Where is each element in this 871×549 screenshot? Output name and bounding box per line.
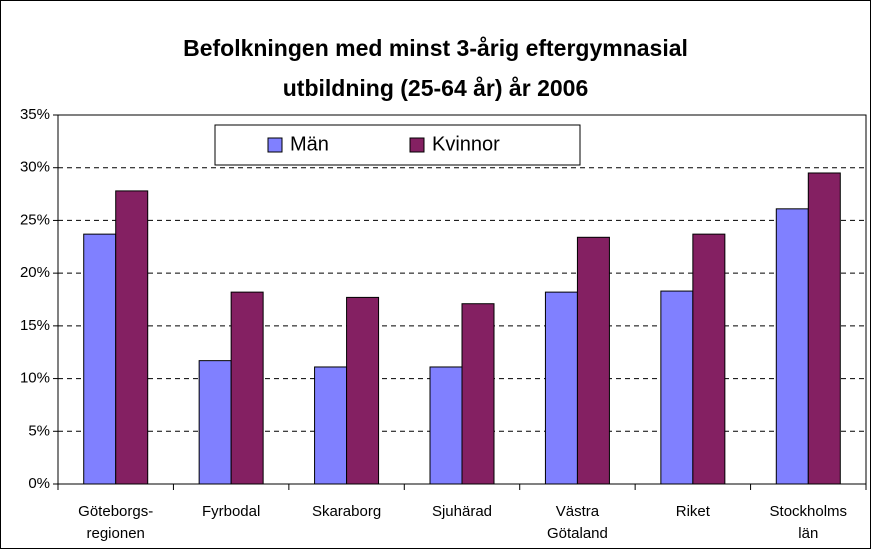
x-tick-label: Riket bbox=[675, 503, 710, 520]
y-tick-label: 20% bbox=[20, 264, 50, 281]
legend-label: Män bbox=[290, 133, 329, 155]
x-tick-label: Sjuhärad bbox=[431, 503, 493, 520]
x-tick-label: Västra Götaland bbox=[546, 503, 608, 542]
y-tick-label: 15% bbox=[20, 317, 50, 334]
y-tick-label: 0% bbox=[28, 475, 50, 492]
bar bbox=[544, 291, 578, 485]
bar bbox=[346, 296, 380, 485]
x-tick-label: Göteborgs- regionen bbox=[78, 503, 154, 542]
legend-swatch bbox=[267, 137, 283, 153]
bar bbox=[115, 190, 149, 485]
y-tick-label: 25% bbox=[20, 211, 50, 228]
chart-title: Befolkningen med minst 3-årig eftergymna… bbox=[183, 35, 688, 101]
bar bbox=[775, 208, 809, 485]
bar bbox=[198, 360, 232, 485]
y-tick-label: 35% bbox=[20, 106, 50, 123]
x-tick-label: Stockholms län bbox=[769, 503, 848, 542]
bar bbox=[461, 303, 495, 485]
legend-swatch bbox=[409, 137, 425, 153]
bar bbox=[83, 233, 117, 485]
y-tick-label: 5% bbox=[28, 422, 50, 439]
bar bbox=[692, 233, 726, 485]
legend-label: Kvinnor bbox=[432, 133, 500, 155]
bar bbox=[807, 172, 841, 485]
x-tick-label: Fyrbodal bbox=[201, 503, 261, 520]
y-tick-label: 30% bbox=[20, 159, 50, 176]
bar bbox=[429, 366, 463, 485]
bar bbox=[660, 290, 694, 485]
bar bbox=[314, 366, 348, 485]
bar bbox=[576, 236, 610, 485]
bar bbox=[230, 291, 264, 485]
x-tick-label: Skaraborg bbox=[311, 503, 382, 520]
y-tick-label: 10% bbox=[20, 370, 50, 387]
